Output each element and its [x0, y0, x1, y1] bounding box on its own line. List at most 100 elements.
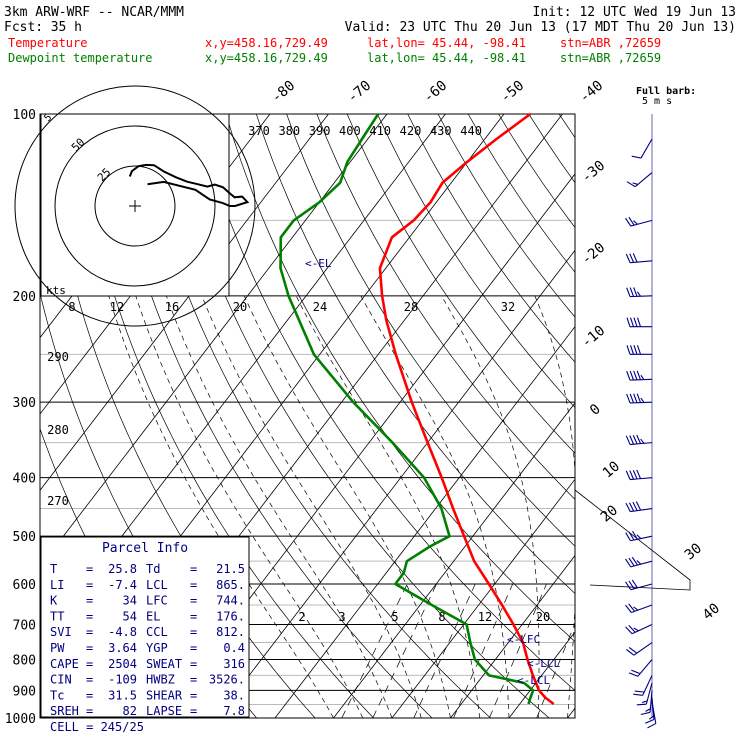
wind-barb-shaft	[631, 604, 653, 614]
wind-barb-shaft	[651, 697, 655, 720]
wind-barb	[625, 253, 653, 264]
wind-barb-feather	[628, 502, 635, 512]
pressure-tick-label: 600	[13, 578, 36, 593]
parcel-param-name: LFC	[146, 594, 168, 608]
parcel-info-panel: Parcel Info T = 25.8 Td = 21.5 LI = -7.4 LCL = 865.…	[40, 536, 250, 734]
isotherm-label: 40	[700, 600, 723, 623]
isotherm-label: 30	[682, 540, 705, 563]
isotherm-label: -30	[579, 158, 609, 187]
wind-barb-shaft	[642, 675, 653, 696]
dew-legend-xy: x,y=458.16,729.49	[205, 51, 328, 65]
theta-label: 410	[369, 124, 391, 138]
wind-barb-shaft	[637, 659, 653, 677]
wind-barb	[640, 690, 653, 716]
speed-tick-label: 8	[68, 300, 75, 314]
theta-label: 390	[309, 124, 331, 138]
mixing-ratio-line	[536, 622, 575, 718]
profiles	[279, 112, 555, 706]
parcel-param-name: LI	[50, 578, 64, 592]
wind-barb-shaft	[630, 507, 653, 513]
parcel-param-name: SVI	[50, 625, 72, 639]
parcel-param-eq: =	[190, 594, 197, 608]
wind-barb-feather	[633, 345, 638, 355]
dewpoint-profile	[279, 113, 535, 705]
wind-barb-feather	[625, 558, 632, 568]
theta-label: 380	[278, 124, 300, 138]
dry-adiabat-line	[104, 114, 433, 718]
parcel-param-name: T	[50, 562, 57, 576]
parcel-param-value: 31.5	[108, 688, 137, 702]
wind-barb-shaft	[631, 623, 653, 635]
wind-barb-shaft	[630, 442, 653, 446]
wind-barb-feather	[633, 393, 638, 403]
theta-label-left: 280	[47, 423, 69, 437]
isotherm-label: -80	[269, 78, 299, 107]
dry-adiabat-line	[286, 114, 575, 547]
parcel-info-title: Parcel Info	[102, 541, 188, 556]
wind-barb-feather	[629, 470, 635, 480]
wind-barb-shaft	[629, 401, 653, 404]
parcel-param-value: -4.8	[108, 625, 137, 639]
parcel-param-name: K	[50, 594, 58, 608]
wind-barb-feather	[636, 345, 642, 355]
parcel-param-name: SHEAR	[146, 688, 183, 702]
speed-tick-label: 20	[233, 300, 247, 314]
wind-barb-feather	[629, 370, 635, 381]
wind-barb-feather	[625, 532, 631, 542]
isotherm-label: 20	[598, 502, 621, 525]
wind-barb-feather	[631, 155, 642, 159]
hodograph-trace	[128, 163, 250, 207]
wind-barb	[625, 530, 653, 542]
wind-barb-feather	[628, 216, 635, 226]
pressure-tick-label: 500	[13, 530, 36, 545]
dry-adiabat-line	[346, 114, 575, 454]
pressure-tick-label: 900	[13, 684, 36, 699]
temperature-profile	[378, 112, 555, 706]
dry-adiabat-line	[255, 114, 575, 595]
theta-label: 440	[460, 124, 482, 138]
isotherm-line	[626, 114, 740, 718]
speed-tick-label: 28	[404, 300, 418, 314]
moist-adiabat-line	[534, 295, 575, 718]
mixing-ratio-label: 2	[298, 610, 305, 624]
parcel-param-value: 316	[223, 657, 245, 671]
parcel-param-value: 865.	[216, 578, 245, 592]
parcel-param-value: 812.	[216, 625, 245, 639]
isotherm-label: -50	[498, 78, 528, 107]
mixing-ratio-label: 20	[536, 610, 550, 624]
lcl-marker: <-LCL	[527, 657, 560, 670]
wind-barb-feather	[633, 693, 643, 696]
parcel-param-name: SREH	[50, 704, 79, 718]
wind-barb-feather	[636, 434, 642, 444]
wind-barb-shaft	[630, 535, 653, 542]
parcel-param-value: 2504	[108, 657, 137, 671]
wind-barb-feather	[633, 317, 638, 327]
parcel-param-name: CAPE	[50, 657, 79, 671]
parcel-param-name: Td	[146, 562, 160, 576]
parcel-param-name: SWEAT	[146, 657, 182, 671]
dry-adiabat-line	[225, 114, 575, 642]
wind-barb-feather	[626, 317, 631, 327]
parcel-param-eq: =	[190, 641, 197, 655]
speed-tick-label: 32	[501, 300, 515, 314]
parcel-info-box	[40, 536, 250, 718]
wind-barb-feather	[625, 502, 631, 512]
wind-barb	[631, 138, 653, 159]
init-time: Init: 12 UTC Wed 19 Jun 13	[533, 5, 737, 20]
wind-barb	[626, 393, 653, 404]
parcel-param-eq: =	[86, 657, 93, 671]
pressure-tick-label: 100	[13, 108, 36, 123]
mixing-ratio-line	[413, 583, 476, 718]
dry-adiabat-line	[620, 114, 740, 718]
wind-barb-shaft	[629, 295, 653, 298]
isotherm-label: -70	[345, 78, 375, 107]
wind-barb-feather	[628, 557, 635, 567]
parcel-param-value: 54	[123, 609, 137, 623]
parcel-param-name: EL	[146, 609, 160, 623]
wind-barb-feather	[631, 556, 638, 566]
isotherm-line	[391, 478, 575, 718]
temp-legend-name: Temperature	[8, 36, 87, 50]
isotherm-line	[274, 325, 575, 718]
forecast-label: Fcst:	[4, 20, 43, 35]
